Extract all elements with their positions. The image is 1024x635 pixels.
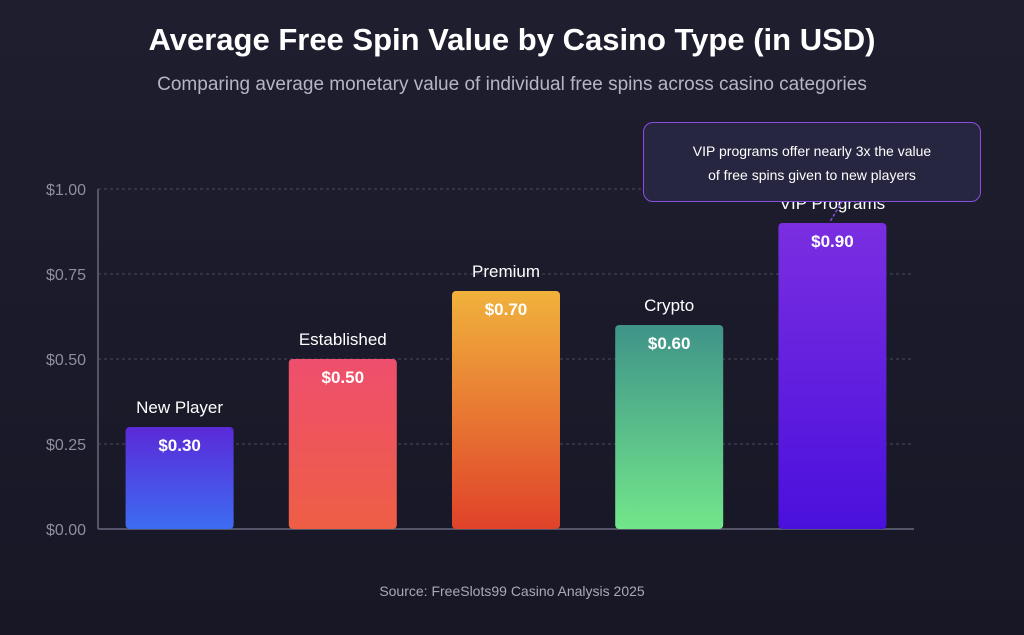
annotation-pointer bbox=[829, 200, 844, 222]
bars bbox=[125, 223, 887, 529]
category-label: Premium bbox=[472, 262, 540, 281]
value-label: $0.90 bbox=[811, 232, 854, 251]
chart-title: Average Free Spin Value by Casino Type (… bbox=[148, 22, 876, 57]
bar-new-player bbox=[125, 427, 234, 529]
annotation-line-1: VIP programs offer nearly 3x the value bbox=[692, 143, 932, 159]
y-tick-label: $0.50 bbox=[46, 352, 86, 369]
value-label: $0.50 bbox=[322, 368, 365, 387]
value-label: $0.60 bbox=[648, 334, 691, 353]
chart-subtitle: Comparing average monetary value of indi… bbox=[157, 74, 867, 95]
y-tick-label: $0.00 bbox=[46, 522, 86, 539]
labels: $0.00 $0.25 $0.50 $0.75 $1.00 $0.30 New Player… bbox=[46, 182, 885, 539]
y-tick-label: $0.75 bbox=[46, 267, 86, 284]
value-label: $0.70 bbox=[485, 300, 528, 319]
annotation-line-2: of free spins given to new players bbox=[708, 167, 916, 183]
bar-established bbox=[288, 359, 397, 529]
y-tick-label: $1.00 bbox=[46, 182, 86, 199]
source-note: Source: FreeSlots99 Casino Analysis 2025 bbox=[379, 583, 645, 599]
value-label: $0.30 bbox=[158, 436, 201, 455]
y-tick-label: $0.25 bbox=[46, 437, 86, 454]
category-label: New Player bbox=[136, 398, 223, 417]
bar-vip-programs bbox=[778, 223, 887, 529]
bar-crypto bbox=[615, 325, 724, 529]
annotation-box: VIP programs offer nearly 3x the value o… bbox=[643, 122, 981, 202]
bar-premium bbox=[452, 291, 560, 529]
category-label: Crypto bbox=[644, 296, 694, 315]
category-label: Established bbox=[299, 330, 387, 349]
